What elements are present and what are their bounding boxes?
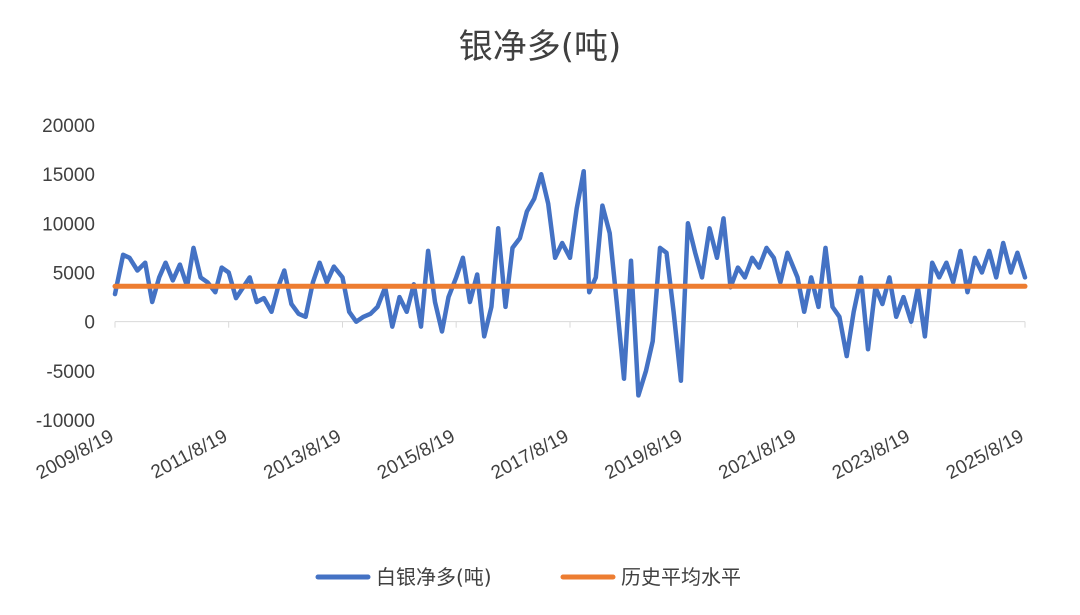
y-tick-label: -10000 <box>36 411 95 432</box>
x-tick-label: 2013/8/19 <box>260 426 344 484</box>
x-tick-label: 2017/8/19 <box>488 426 572 484</box>
y-tick-label: 0 <box>84 313 95 334</box>
y-tick-label: 20000 <box>42 116 95 137</box>
x-tick-label: 2021/8/19 <box>715 426 799 484</box>
x-tick-label: 2023/8/19 <box>829 426 913 484</box>
legend: 白银净多(吨) 历史平均水平 <box>315 565 741 589</box>
y-tick-label: 5000 <box>53 264 95 285</box>
x-tick-label: 2025/8/19 <box>943 426 1027 484</box>
legend-label: 历史平均水平 <box>621 565 741 589</box>
x-axis: 2009/8/19 2011/8/19 2013/8/19 2015/8/19 2017… <box>33 321 1027 484</box>
x-tick-label: 2011/8/19 <box>148 426 231 484</box>
y-tick-label: 15000 <box>42 165 95 186</box>
plot-series <box>112 168 1028 398</box>
x-tick-label: 2015/8/19 <box>374 426 458 484</box>
series-line-1 <box>112 168 1028 398</box>
x-tick-label: 2009/8/19 <box>33 426 117 484</box>
chart-title: 银净多(吨) <box>459 27 622 67</box>
x-tick-label: 2019/8/19 <box>602 426 686 484</box>
y-tick-label: 10000 <box>42 214 95 235</box>
legend-label: 白银净多(吨) <box>376 565 492 589</box>
y-tick-label: -5000 <box>46 362 95 383</box>
y-axis: 20000 15000 10000 5000 0 -5000 -10000 <box>36 116 95 432</box>
